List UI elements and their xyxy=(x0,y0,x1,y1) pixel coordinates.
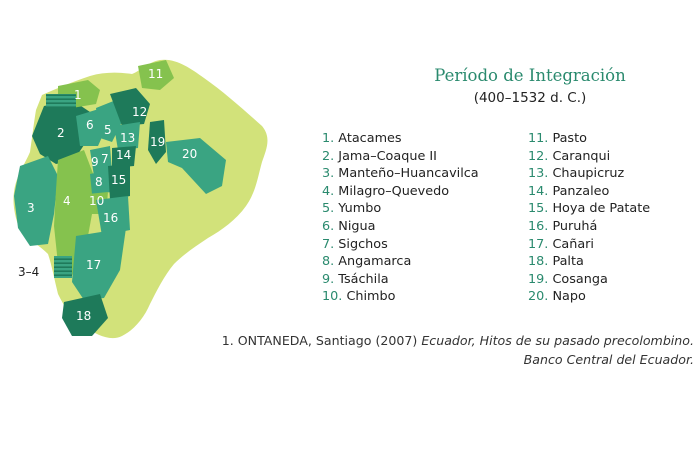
map-label-20: 20 xyxy=(182,147,197,161)
map-label-8: 8 xyxy=(95,175,103,189)
map-label-5: 5 xyxy=(104,123,112,137)
legend-item: 13. Chaupicruz xyxy=(528,166,625,182)
region-2 xyxy=(32,100,90,164)
legend-item: 15. Hoya de Patate xyxy=(528,201,651,217)
legend-item: 1. Atacames xyxy=(322,131,402,146)
map-label-12: 12 xyxy=(132,105,147,119)
region-12 xyxy=(110,88,150,126)
legend-column-2: 11. Pasto 12. Caranqui 13. Chaupicruz 14… xyxy=(528,130,650,306)
legend-item: 7. Sigchos xyxy=(322,236,388,252)
region-14 xyxy=(112,146,136,168)
map-label-1: 1 xyxy=(74,88,82,102)
map-label-14: 14 xyxy=(116,148,131,162)
map-label-11: 11 xyxy=(148,67,163,81)
legend-column-1: 1. Atacames 2. Jama–Coaque II 3. Manteño… xyxy=(322,130,479,306)
map-label-3: 3 xyxy=(27,201,35,215)
legend-item: 9. Tsáchila xyxy=(322,271,389,287)
legend-item: 18. Palta xyxy=(528,254,584,270)
region-3-4-hatch xyxy=(54,256,72,278)
citation-publisher: Banco Central del Ecuador. xyxy=(523,352,694,367)
legend-item: 16. Puruhá xyxy=(528,218,598,234)
region-8 xyxy=(90,170,112,194)
legend-item: 5. Yumbo xyxy=(322,201,382,217)
legend-item: 14. Panzaleo xyxy=(528,183,610,199)
map-label-4: 4 xyxy=(63,194,71,208)
legend-item: 3. Manteño–Huancavilca xyxy=(322,166,479,182)
region-18 xyxy=(62,294,108,336)
region-16 xyxy=(96,196,130,236)
map-label-16: 16 xyxy=(103,211,118,225)
region-17 xyxy=(72,228,126,300)
legend-item: 6. Nigua xyxy=(322,218,376,234)
region-19 xyxy=(148,120,166,164)
region-3 xyxy=(14,156,58,246)
legend-item: 4. Milagro–Quevedo xyxy=(322,183,450,199)
legend-item: 12. Caranqui xyxy=(528,148,611,164)
map-label-18: 18 xyxy=(76,309,91,323)
map-label-17: 17 xyxy=(86,258,101,272)
map-label-7: 7 xyxy=(101,152,109,166)
citation-line-1: 1. ONTANEDA, Santiago (2007) Ecuador, Hi… xyxy=(222,331,694,350)
map-subtitle: (400–1532 d. C.) xyxy=(473,90,587,106)
region-11 xyxy=(138,60,174,90)
region-15 xyxy=(108,164,130,200)
source-citation: 1. ONTANEDA, Santiago (2007) Ecuador, Hi… xyxy=(222,331,694,369)
map-label-19: 19 xyxy=(150,135,165,149)
legend-item: 8. Angamarca xyxy=(322,254,412,270)
map-label-9: 9 xyxy=(91,155,99,169)
region-20 xyxy=(166,138,226,194)
legend-item: 11. Pasto xyxy=(528,131,587,146)
legend-item: 20. Napo xyxy=(528,289,586,305)
legend-item: 10. Chimbo xyxy=(322,289,396,305)
map-label-15: 15 xyxy=(111,173,126,187)
legend-item: 2. Jama–Coaque II xyxy=(322,148,437,164)
map-title: Período de Integración xyxy=(434,66,626,85)
map-label-13: 13 xyxy=(120,131,135,145)
map-label-6: 6 xyxy=(86,118,94,132)
region-1-hatch xyxy=(46,94,76,108)
legend-item: 17. Cañari xyxy=(528,236,594,252)
region-7-9 xyxy=(90,146,112,176)
citation-author: 1. ONTANEDA, Santiago (2007) xyxy=(221,333,422,348)
citation-book-title: Ecuador, Hitos de su pasado precolombino… xyxy=(421,333,694,348)
region-13 xyxy=(114,122,140,150)
map-label-2: 2 xyxy=(57,126,65,140)
map-label-10: 10 xyxy=(89,194,104,208)
legend-item: 19. Cosanga xyxy=(528,271,608,287)
map-label-3-4: 3–4 xyxy=(18,265,39,279)
ecuador-map: 1 2 3 4 5 6 7 8 9 10 11 12 13 14 15 16 1… xyxy=(13,59,268,339)
